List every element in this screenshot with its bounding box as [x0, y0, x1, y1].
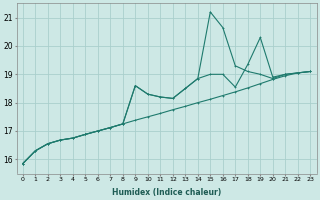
- X-axis label: Humidex (Indice chaleur): Humidex (Indice chaleur): [112, 188, 221, 197]
